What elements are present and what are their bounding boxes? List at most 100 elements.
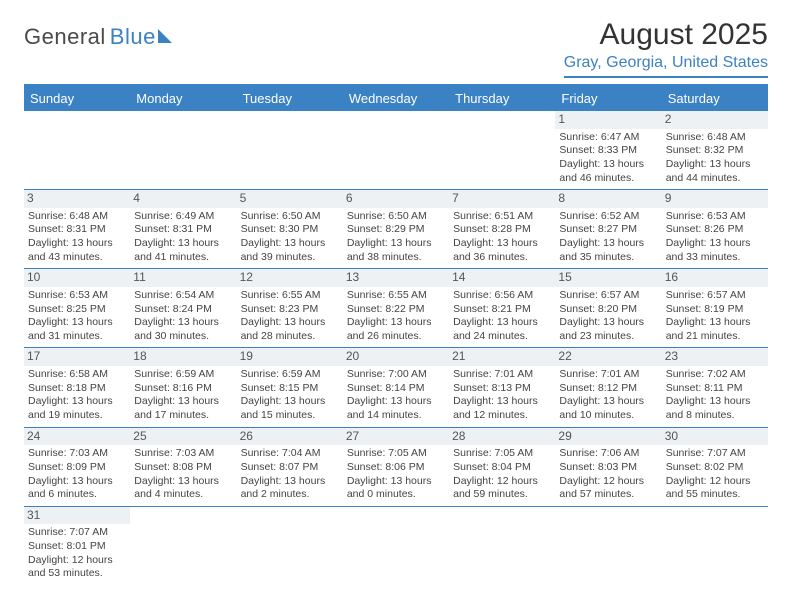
daylight-text: Daylight: 13 hours and 8 minutes. <box>666 395 764 422</box>
day-header: Friday <box>555 86 661 111</box>
sunrise-text: Sunrise: 7:05 AM <box>453 447 551 461</box>
sunrise-text: Sunrise: 6:50 AM <box>241 210 339 224</box>
date-number: 27 <box>343 428 449 446</box>
sunrise-text: Sunrise: 6:56 AM <box>453 289 551 303</box>
sunset-text: Sunset: 8:09 PM <box>28 461 126 475</box>
sunrise-text: Sunrise: 7:01 AM <box>453 368 551 382</box>
sunrise-text: Sunrise: 7:02 AM <box>666 368 764 382</box>
sunrise-text: Sunrise: 6:58 AM <box>28 368 126 382</box>
sunset-text: Sunset: 8:12 PM <box>559 382 657 396</box>
sunset-text: Sunset: 8:02 PM <box>666 461 764 475</box>
day-cell: 27Sunrise: 7:05 AMSunset: 8:06 PMDayligh… <box>343 428 449 506</box>
day-cell <box>662 507 768 585</box>
day-cell: 28Sunrise: 7:05 AMSunset: 8:04 PMDayligh… <box>449 428 555 506</box>
day-header: Thursday <box>449 86 555 111</box>
day-cell: 8Sunrise: 6:52 AMSunset: 8:27 PMDaylight… <box>555 190 661 268</box>
sunrise-text: Sunrise: 7:07 AM <box>666 447 764 461</box>
sunrise-text: Sunrise: 7:03 AM <box>28 447 126 461</box>
sunrise-text: Sunrise: 6:50 AM <box>347 210 445 224</box>
date-number: 28 <box>449 428 555 446</box>
date-number: 22 <box>555 348 661 366</box>
daylight-text: Daylight: 13 hours and 33 minutes. <box>666 237 764 264</box>
sunset-text: Sunset: 8:06 PM <box>347 461 445 475</box>
day-header-row: Sunday Monday Tuesday Wednesday Thursday… <box>24 86 768 111</box>
date-number: 12 <box>237 269 343 287</box>
day-cell: 15Sunrise: 6:57 AMSunset: 8:20 PMDayligh… <box>555 269 661 347</box>
daylight-text: Daylight: 12 hours and 53 minutes. <box>28 554 126 581</box>
day-cell: 1Sunrise: 6:47 AMSunset: 8:33 PMDaylight… <box>555 111 661 189</box>
date-number: 1 <box>555 111 661 129</box>
sunset-text: Sunset: 8:19 PM <box>666 303 764 317</box>
sunset-text: Sunset: 8:27 PM <box>559 223 657 237</box>
sunrise-text: Sunrise: 6:48 AM <box>28 210 126 224</box>
daylight-text: Daylight: 13 hours and 15 minutes. <box>241 395 339 422</box>
date-number: 31 <box>24 507 130 525</box>
day-cell: 13Sunrise: 6:55 AMSunset: 8:22 PMDayligh… <box>343 269 449 347</box>
daylight-text: Daylight: 13 hours and 44 minutes. <box>666 158 764 185</box>
week-row: 31Sunrise: 7:07 AMSunset: 8:01 PMDayligh… <box>24 507 768 585</box>
date-number: 17 <box>24 348 130 366</box>
header: GeneralBlue August 2025 Gray, Georgia, U… <box>24 18 768 78</box>
date-number: 19 <box>237 348 343 366</box>
day-cell <box>237 507 343 585</box>
daylight-text: Daylight: 13 hours and 28 minutes. <box>241 316 339 343</box>
day-cell <box>237 111 343 189</box>
sunset-text: Sunset: 8:16 PM <box>134 382 232 396</box>
sunrise-text: Sunrise: 6:49 AM <box>134 210 232 224</box>
daylight-text: Daylight: 13 hours and 35 minutes. <box>559 237 657 264</box>
sunrise-text: Sunrise: 6:53 AM <box>666 210 764 224</box>
day-cell: 5Sunrise: 6:50 AMSunset: 8:30 PMDaylight… <box>237 190 343 268</box>
sunrise-text: Sunrise: 7:06 AM <box>559 447 657 461</box>
date-number: 5 <box>237 190 343 208</box>
date-number: 11 <box>130 269 236 287</box>
daylight-text: Daylight: 12 hours and 59 minutes. <box>453 475 551 502</box>
sunset-text: Sunset: 8:31 PM <box>28 223 126 237</box>
day-cell: 20Sunrise: 7:00 AMSunset: 8:14 PMDayligh… <box>343 348 449 426</box>
daylight-text: Daylight: 13 hours and 12 minutes. <box>453 395 551 422</box>
day-cell: 11Sunrise: 6:54 AMSunset: 8:24 PMDayligh… <box>130 269 236 347</box>
date-number: 4 <box>130 190 236 208</box>
sunrise-text: Sunrise: 7:01 AM <box>559 368 657 382</box>
logo-accent: Blue <box>110 24 156 50</box>
day-cell: 10Sunrise: 6:53 AMSunset: 8:25 PMDayligh… <box>24 269 130 347</box>
date-number: 9 <box>662 190 768 208</box>
date-number: 21 <box>449 348 555 366</box>
sunrise-text: Sunrise: 6:54 AM <box>134 289 232 303</box>
daylight-text: Daylight: 13 hours and 24 minutes. <box>453 316 551 343</box>
sunrise-text: Sunrise: 6:48 AM <box>666 131 764 145</box>
sunset-text: Sunset: 8:22 PM <box>347 303 445 317</box>
date-number: 2 <box>662 111 768 129</box>
day-cell: 22Sunrise: 7:01 AMSunset: 8:12 PMDayligh… <box>555 348 661 426</box>
daylight-text: Daylight: 13 hours and 41 minutes. <box>134 237 232 264</box>
weeks-container: 1Sunrise: 6:47 AMSunset: 8:33 PMDaylight… <box>24 111 768 585</box>
sunset-text: Sunset: 8:31 PM <box>134 223 232 237</box>
daylight-text: Daylight: 13 hours and 21 minutes. <box>666 316 764 343</box>
sunset-text: Sunset: 8:29 PM <box>347 223 445 237</box>
daylight-text: Daylight: 13 hours and 30 minutes. <box>134 316 232 343</box>
daylight-text: Daylight: 13 hours and 2 minutes. <box>241 475 339 502</box>
logo: GeneralBlue <box>24 24 172 50</box>
sunset-text: Sunset: 8:11 PM <box>666 382 764 396</box>
day-header: Tuesday <box>237 86 343 111</box>
sunset-text: Sunset: 8:13 PM <box>453 382 551 396</box>
day-cell: 2Sunrise: 6:48 AMSunset: 8:32 PMDaylight… <box>662 111 768 189</box>
date-number: 26 <box>237 428 343 446</box>
location: Gray, Georgia, United States <box>564 54 768 78</box>
date-number: 14 <box>449 269 555 287</box>
day-cell: 26Sunrise: 7:04 AMSunset: 8:07 PMDayligh… <box>237 428 343 506</box>
date-number: 23 <box>662 348 768 366</box>
date-number: 13 <box>343 269 449 287</box>
day-cell: 29Sunrise: 7:06 AMSunset: 8:03 PMDayligh… <box>555 428 661 506</box>
date-number: 25 <box>130 428 236 446</box>
sail-icon <box>158 29 172 43</box>
day-header: Monday <box>130 86 236 111</box>
daylight-text: Daylight: 13 hours and 19 minutes. <box>28 395 126 422</box>
sunset-text: Sunset: 8:23 PM <box>241 303 339 317</box>
day-cell: 3Sunrise: 6:48 AMSunset: 8:31 PMDaylight… <box>24 190 130 268</box>
day-cell <box>555 507 661 585</box>
sunrise-text: Sunrise: 7:07 AM <box>28 526 126 540</box>
sunset-text: Sunset: 8:28 PM <box>453 223 551 237</box>
sunset-text: Sunset: 8:26 PM <box>666 223 764 237</box>
day-cell <box>130 111 236 189</box>
day-cell <box>24 111 130 189</box>
